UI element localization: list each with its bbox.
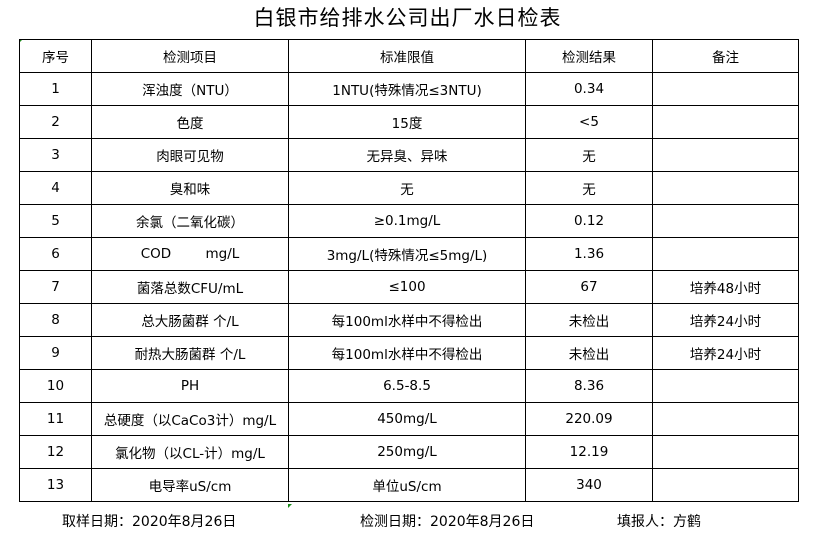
table-row: 7 菌落总数CFU/mL ≤100 67 培养48小时	[19, 270, 799, 304]
cell-standard: 无异臭、异味	[288, 138, 526, 172]
cell-result: 0.12	[525, 204, 653, 238]
cell-result: 0.34	[525, 72, 653, 106]
cell-index: 7	[19, 270, 92, 304]
cell-index: 9	[19, 336, 92, 370]
table-row: 11 总硬度（以CaCo3计）mg/L 450mg/L 220.09	[19, 402, 799, 436]
cell-remark	[652, 402, 799, 436]
cell-remark	[652, 435, 799, 469]
cell-result: 1.36	[525, 237, 653, 271]
cell-item: 余氯（二氧化碳）	[91, 204, 289, 238]
cell-item: 耐热大肠菌群 个/L	[91, 336, 289, 370]
cell-item: 菌落总数CFU/mL	[91, 270, 289, 304]
table-row: 4 臭和味无无	[19, 171, 799, 205]
cell-standard: 每100ml水样中不得检出	[288, 336, 526, 370]
table-row: 9 耐热大肠菌群 个/L 每100ml水样中不得检出 未检出 培养24小时	[19, 336, 799, 370]
cell-standard: 单位uS/cm	[288, 468, 526, 502]
cell-standard: 450mg/L	[288, 402, 526, 436]
table-row: 10 PH 6.5-8.5 8.36	[19, 369, 799, 403]
cell-index: 12	[19, 435, 92, 469]
cell-item: 肉眼可见物	[91, 138, 289, 172]
cell-standard: 15度	[288, 105, 526, 139]
cell-item: 色度	[91, 105, 289, 139]
cell-remark	[652, 138, 799, 172]
header-result: 检测结果	[525, 39, 653, 73]
cell-item: 臭和味	[91, 171, 289, 205]
cell-item: 总硬度（以CaCo3计）mg/L	[91, 402, 289, 436]
cell-index: 5	[19, 204, 92, 238]
cell-result: 12.19	[525, 435, 653, 469]
cell-remark	[652, 72, 799, 106]
cell-standard: 3mg/L(特殊情况≤5mg/L)	[288, 237, 526, 271]
cell-result: 220.09	[525, 402, 653, 436]
cell-item: 氯化物（以CL-计）mg/L	[91, 435, 289, 469]
cell-standard: ≥0.1mg/L	[288, 204, 526, 238]
cell-marker	[288, 504, 292, 508]
cell-standard: 6.5-8.5	[288, 369, 526, 403]
test-date: 检测日期：2020年8月26日	[360, 514, 535, 530]
cell-standard: 1NTU(特殊情况≤3NTU)	[288, 72, 526, 106]
cell-standard: 每100ml水样中不得检出	[288, 303, 526, 337]
cell-result: 8.36	[525, 369, 653, 403]
cell-remark	[652, 171, 799, 205]
table-row: 3 肉眼可见物 无异臭、异味无	[19, 138, 799, 172]
cell-remark: 培养24小时	[652, 303, 799, 337]
table-row: 13 电导率uS/cm 单位uS/cm 340	[19, 468, 799, 502]
table-row: 5 余氯（二氧化碳） ≥0.1mg/L 0.12	[19, 204, 799, 238]
table-row: 1 浑浊度（NTU） 1NTU(特殊情况≤3NTU) 0.34	[19, 72, 799, 106]
header-index: 序号	[19, 39, 92, 73]
cell-remark	[652, 369, 799, 403]
cell-result: 无	[525, 171, 653, 205]
cell-item: PH	[91, 369, 289, 403]
cell-index: 1	[19, 72, 92, 106]
cell-item: 浑浊度（NTU）	[91, 72, 289, 106]
table-row: 12 氯化物（以CL-计）mg/L 250mg/L 12.19	[19, 435, 799, 469]
cell-result: 无	[525, 138, 653, 172]
cell-remark: 培养24小时	[652, 336, 799, 370]
cell-remark	[652, 237, 799, 271]
cell-standard: 无	[288, 171, 526, 205]
table-row: 8 总大肠菌群 个/L 每100ml水样中不得检出 未检出 培养24小时	[19, 303, 799, 337]
cell-result: 67	[525, 270, 653, 304]
cell-result: <5	[525, 105, 653, 139]
cell-index: 4	[19, 171, 92, 205]
cell-index: 2	[19, 105, 92, 139]
page-title: 白银市给排水公司出厂水日检表	[253, 6, 562, 30]
sampling-date: 取样日期：2020年8月26日	[62, 514, 237, 530]
header-remark: 备注	[652, 39, 799, 73]
reporter: 填报人：方鹤	[617, 514, 701, 530]
cell-item: COD mg/L	[91, 237, 289, 271]
table-row: 6 COD mg/L 3mg/L(特殊情况≤5mg/L) 1.36	[19, 237, 799, 271]
cell-remark	[652, 468, 799, 502]
cell-index: 3	[19, 138, 92, 172]
cell-standard: ≤100	[288, 270, 526, 304]
cell-item: 总大肠菌群 个/L	[91, 303, 289, 337]
inspection-table: 序号 检测项目 标准限值 检测结果 备注 1 浑浊度（NTU） 1NTU(特殊情况≤3NTU)…	[19, 39, 799, 502]
cell-result: 未检出	[525, 336, 653, 370]
cell-index: 11	[19, 402, 92, 436]
cell-result: 未检出	[525, 303, 653, 337]
cell-remark: 培养48小时	[652, 270, 799, 304]
cell-result: 340	[525, 468, 653, 502]
cell-index: 6	[19, 237, 92, 271]
cell-remark	[652, 204, 799, 238]
header-item: 检测项目	[91, 39, 289, 73]
cell-index: 8	[19, 303, 92, 337]
cell-standard: 250mg/L	[288, 435, 526, 469]
table-row: 2 色度 15度 <5	[19, 105, 799, 139]
cell-remark	[652, 105, 799, 139]
cell-index: 10	[19, 369, 92, 403]
cell-item: 电导率uS/cm	[91, 468, 289, 502]
header-row: 序号 检测项目 标准限值 检测结果 备注	[19, 39, 799, 73]
cell-index: 13	[19, 468, 92, 502]
header-standard: 标准限值	[288, 39, 526, 73]
